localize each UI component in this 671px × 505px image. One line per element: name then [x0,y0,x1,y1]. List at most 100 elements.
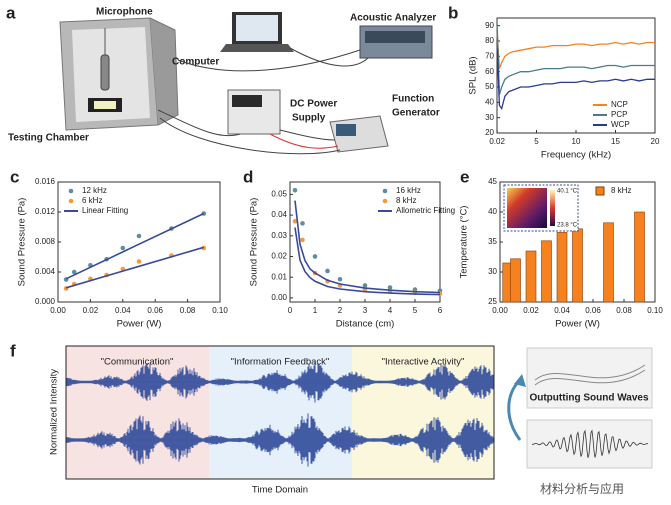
x-tick-label: 0.00 [492,306,508,315]
inset-label: 40.1 °C [557,189,578,195]
y-tick-label: 0.000 [35,297,56,306]
legend-label: 8 kHz [396,196,416,205]
frame [65,345,495,480]
region [209,346,352,479]
region-label: "Interactive Activity" [382,357,465,368]
y-tick-label: 70 [485,51,494,60]
microphone [100,54,110,91]
y-tick-label: 60 [485,67,494,76]
bar [572,228,583,303]
y-axis-label: Sound Pressure (Pa) [17,198,28,287]
panel-label: e [460,167,469,186]
waveform-panel: f "Communication" "Information Feedback"… [10,341,653,496]
x-tick-label: 15 [611,137,620,146]
watermark: 材料分析与应用 [540,481,624,496]
y-axis-label: Temperature (°C) [459,206,470,279]
x-tick-label: 0.04 [554,306,570,315]
x-tick-label: 0.06 [585,306,601,315]
legend-label: 12 kHz [82,186,107,195]
x-tick-label: 0.06 [147,306,163,315]
bar [634,211,645,303]
line [496,25,655,95]
y-axis-label: SPL (dB) [468,56,479,94]
fit-line [294,200,441,296]
psu-display [232,95,262,107]
label: Computer [172,57,219,68]
x-tick-label: 5 [534,137,539,146]
chamber-door [149,17,179,126]
waveform [66,413,494,467]
x-tick-label: 0.02 [523,306,539,315]
point [362,283,368,288]
x-tick-label: 4 [388,306,393,315]
label: Acoustic Analyzer [350,13,436,24]
x-axis-label: Power (W) [555,319,600,330]
point [136,259,142,264]
bar [556,232,568,303]
y-tick-label: 40 [488,207,497,216]
x-tick-label: 0.00 [50,306,66,315]
x-tick-label: 0.08 [180,306,196,315]
laptop-display [236,15,278,41]
point [136,233,142,239]
line [496,48,655,110]
legend-label: 8 kHz [611,186,631,195]
arrow-head [514,374,526,387]
point [337,276,343,282]
point [325,268,330,274]
waveform [66,361,494,403]
laptop-base [220,44,294,52]
x-axis-label: Distance (cm) [336,319,395,330]
bar [603,222,614,303]
y-tick-label: 0.00 [271,293,287,302]
point [387,285,393,290]
point [312,254,318,259]
y-tick-label: 50 [485,82,494,91]
x-tick-label: 6 [438,306,443,315]
x-tick-label: 0.10 [647,306,663,315]
legend-swatch [382,188,388,194]
legend-label: Linear Fitting [82,206,128,215]
y-tick-label: 90 [485,21,494,30]
point [71,269,77,275]
y-tick-label: 0.016 [35,177,56,186]
legend-swatch [68,198,74,204]
y-tick-label: 0.008 [35,237,56,246]
legend-label: NCP [611,100,628,109]
label: Function [392,94,434,105]
panel-label: d [243,167,253,186]
x-tick-label: 1 [313,306,318,315]
label: DC Power [290,99,337,110]
legend-label: 6 kHz [82,196,102,205]
panel-label: a [6,3,16,22]
y-tick-label: 0.004 [35,267,56,276]
staff [534,369,646,386]
y-tick-label: 0.012 [35,207,56,216]
x-tick-label: 0.02 [489,137,505,146]
region-label: "Information Feedback" [231,357,330,368]
axis-label: Normalized Intensity [49,369,60,455]
legend-label: WCP [611,120,630,129]
wave-box [526,419,653,469]
staff [534,364,646,381]
x-tick-label: 2 [338,306,343,315]
y-tick-label: 0.01 [271,272,287,281]
x-tick-label: 0.10 [212,306,228,315]
bar [510,258,521,303]
panel-label: b [448,3,458,22]
legend-label: PCP [611,110,627,119]
legend-label: 16 kHz [396,186,421,195]
y-tick-label: 0.04 [271,210,287,219]
legend-label: Allometric Fitting [396,206,455,215]
y-tick-label: 45 [488,177,497,186]
x-axis-label: Power (W) [117,319,162,330]
plot-frame [496,17,656,134]
sample-film [94,101,116,109]
x-tick-label: 5 [413,306,418,315]
label: Generator [392,108,440,119]
y-tick-label: 0.03 [271,231,287,240]
y-tick-label: 20 [485,128,494,137]
x-tick-label: 0.04 [115,306,131,315]
y-axis-label: Sound Pressure (Pa) [249,198,260,287]
